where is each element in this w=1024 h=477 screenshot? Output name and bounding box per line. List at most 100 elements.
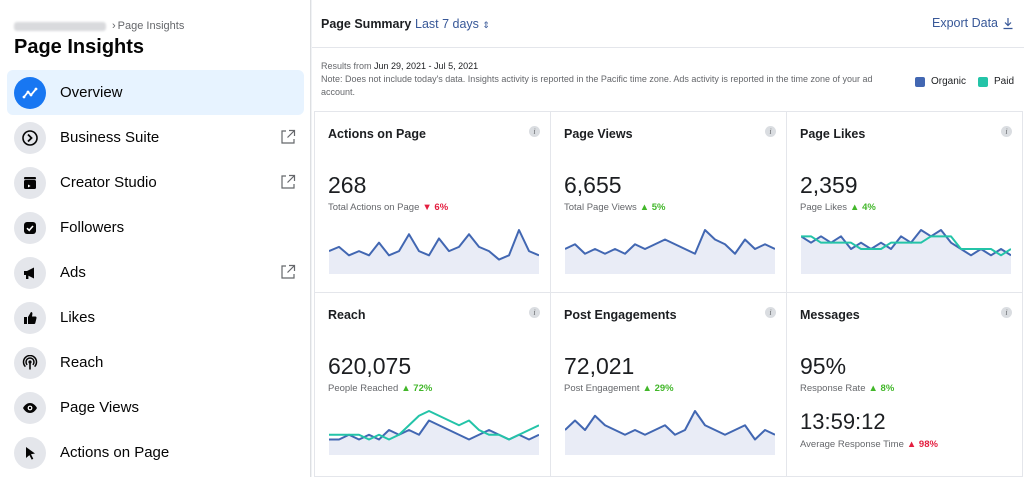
- card-post-engagements[interactable]: Post Engagements i 72,021 Post Engagemen…: [550, 292, 787, 477]
- metric-label: Total Page Views: [564, 202, 637, 213]
- sidebar-item-followers[interactable]: Followers: [7, 205, 304, 250]
- organic-series-area: [329, 230, 539, 274]
- metric-sublabel-response-time: Average Response Time ▲ 98%: [800, 439, 938, 450]
- sparkline-chart: [565, 229, 775, 274]
- metric-delta-up: ▲ 5%: [639, 202, 666, 213]
- broadcast-icon: [14, 346, 46, 379]
- organic-series-line: [801, 229, 1011, 257]
- metric-label: Total Actions on Page: [328, 202, 420, 213]
- card-page-views[interactable]: Page Views i 6,655 Total Page Views ▲ 5%: [550, 111, 787, 293]
- delta-value: 72%: [413, 383, 433, 394]
- organic-series-line: [329, 229, 539, 261]
- results-dates: Jun 29, 2021 - Jul 5, 2021: [374, 61, 479, 71]
- megaphone-icon: [14, 256, 46, 289]
- clapperboard-icon: [14, 166, 46, 199]
- delta-value: 4%: [862, 202, 876, 213]
- thumbs-up-icon: [14, 301, 46, 334]
- results-note: Results from Jun 29, 2021 - Jul 5, 2021 …: [321, 60, 881, 99]
- card-messages[interactable]: Messages i 95% Response Rate ▲ 8% 13:59:1…: [786, 292, 1023, 477]
- sidebar-item-label: Overview: [60, 84, 123, 101]
- sidebar-item-likes[interactable]: Likes: [7, 295, 304, 340]
- legend-organic: Organic: [914, 76, 966, 87]
- card-actions-on-page[interactable]: Actions on Page i 268 Total Actions on P…: [314, 111, 551, 293]
- organic-series-area: [565, 411, 775, 455]
- metric-sublabel: People Reached ▲ 72%: [328, 383, 432, 394]
- card-title: Post Engagements: [564, 308, 677, 322]
- sidebar-item-page-views[interactable]: Page Views: [7, 385, 304, 430]
- metric-value: 6,655: [564, 172, 622, 198]
- organic-series-area: [565, 230, 775, 274]
- metric-delta-down: ▼ 6%: [422, 202, 449, 213]
- export-data-label: Export Data: [931, 16, 998, 30]
- organic-swatch: [914, 76, 925, 87]
- sidebar-item-actions-on-page[interactable]: Actions on Page: [7, 430, 304, 475]
- page-title: Page Insights: [14, 36, 145, 58]
- paid-swatch: [977, 76, 988, 87]
- metric-delta-up: ▲ 72%: [401, 383, 433, 394]
- card-page-likes[interactable]: Page Likes i 2,359 Page Likes ▲ 4%: [786, 111, 1023, 293]
- sidebar-item-overview[interactable]: Overview: [7, 70, 304, 115]
- sidebar-item-reach[interactable]: Reach: [7, 340, 304, 385]
- business-suite-icon: [14, 121, 46, 154]
- followers-check-icon: [14, 211, 46, 244]
- sidebar-item-label: Page Views: [60, 399, 139, 416]
- delta-value: 8%: [880, 383, 895, 394]
- card-title: Page Views: [564, 127, 633, 141]
- card-reach[interactable]: Reach i 620,075 People Reached ▲ 72%: [314, 292, 551, 477]
- metric-delta-up: ▲ 29%: [642, 383, 674, 394]
- legend-organic-label: Organic: [930, 76, 966, 87]
- sparkline-chart: [565, 410, 775, 455]
- card-title: Page Likes: [800, 127, 866, 141]
- sidebar-item-creator-studio[interactable]: Creator Studio: [7, 160, 304, 205]
- sparkline-chart: [329, 229, 539, 274]
- info-icon[interactable]: i: [529, 307, 540, 318]
- sidebar-item-ads[interactable]: Ads: [7, 250, 304, 295]
- export-data-button[interactable]: Export Data: [932, 16, 1014, 30]
- results-prefix: Results from: [321, 61, 375, 71]
- download-icon: [1003, 17, 1013, 29]
- timezone-note: Note: Does not include today's data. Ins…: [321, 74, 873, 97]
- delta-value: 98%: [918, 439, 938, 450]
- info-icon[interactable]: i: [765, 126, 776, 137]
- sidebar-item-label: Ads: [60, 264, 86, 281]
- info-icon[interactable]: i: [529, 126, 540, 137]
- metric-value-response-time: 13:59:12: [800, 409, 886, 434]
- info-icon[interactable]: i: [1001, 307, 1012, 318]
- card-title: Reach: [328, 308, 366, 322]
- trend-line-icon: [14, 76, 46, 109]
- page-summary-header: Page Summary Last 7 days ⇕ Export Data: [312, 0, 1024, 48]
- main-content: Page Summary Last 7 days ⇕ Export Data R…: [312, 0, 1024, 477]
- metric-label: Response Rate: [800, 383, 866, 394]
- sidebar-item-business-suite[interactable]: Business Suite: [7, 115, 304, 160]
- metric-value: 620,075: [328, 353, 412, 379]
- metric-label: Page Likes: [800, 202, 848, 213]
- legend-paid-label: Paid: [993, 76, 1014, 87]
- metric-label: Post Engagement: [564, 383, 640, 394]
- eye-icon: [14, 391, 46, 424]
- metric-label: Average Response Time: [800, 439, 904, 450]
- metric-sublabel: Post Engagement ▲ 29%: [564, 383, 674, 394]
- metric-label: People Reached: [328, 383, 399, 394]
- metric-sublabel: Total Actions on Page ▼ 6%: [328, 202, 448, 213]
- breadcrumb-page-name-redacted[interactable]: [14, 21, 106, 31]
- dropdown-arrows-icon: ⇕: [482, 20, 490, 30]
- info-icon[interactable]: i: [765, 307, 776, 318]
- breadcrumb-current: Page Insights: [117, 20, 185, 32]
- metric-delta-up: ▲ 4%: [850, 202, 876, 213]
- external-link-icon: [281, 129, 296, 144]
- sparkline-chart: [329, 410, 539, 455]
- sidebar: › Page Insights Page Insights Overview B…: [0, 0, 311, 477]
- metric-delta-up-red: ▲ 98%: [906, 439, 938, 450]
- info-icon[interactable]: i: [1001, 126, 1012, 137]
- metric-sublabel: Response Rate ▲ 8%: [800, 383, 894, 394]
- date-range-dropdown[interactable]: Last 7 days ⇕: [415, 17, 490, 31]
- sparkline-chart: [801, 229, 1011, 274]
- organic-series-area: [801, 230, 1011, 274]
- delta-value: 5%: [651, 202, 666, 213]
- card-title: Messages: [800, 308, 860, 322]
- sidebar-item-label: Creator Studio: [60, 174, 157, 191]
- metrics-grid: Actions on Page i 268 Total Actions on P…: [314, 111, 1024, 477]
- delta-value: 6%: [434, 202, 449, 213]
- metric-value: 2,359: [800, 172, 858, 198]
- sidebar-item-label: Business Suite: [60, 129, 160, 146]
